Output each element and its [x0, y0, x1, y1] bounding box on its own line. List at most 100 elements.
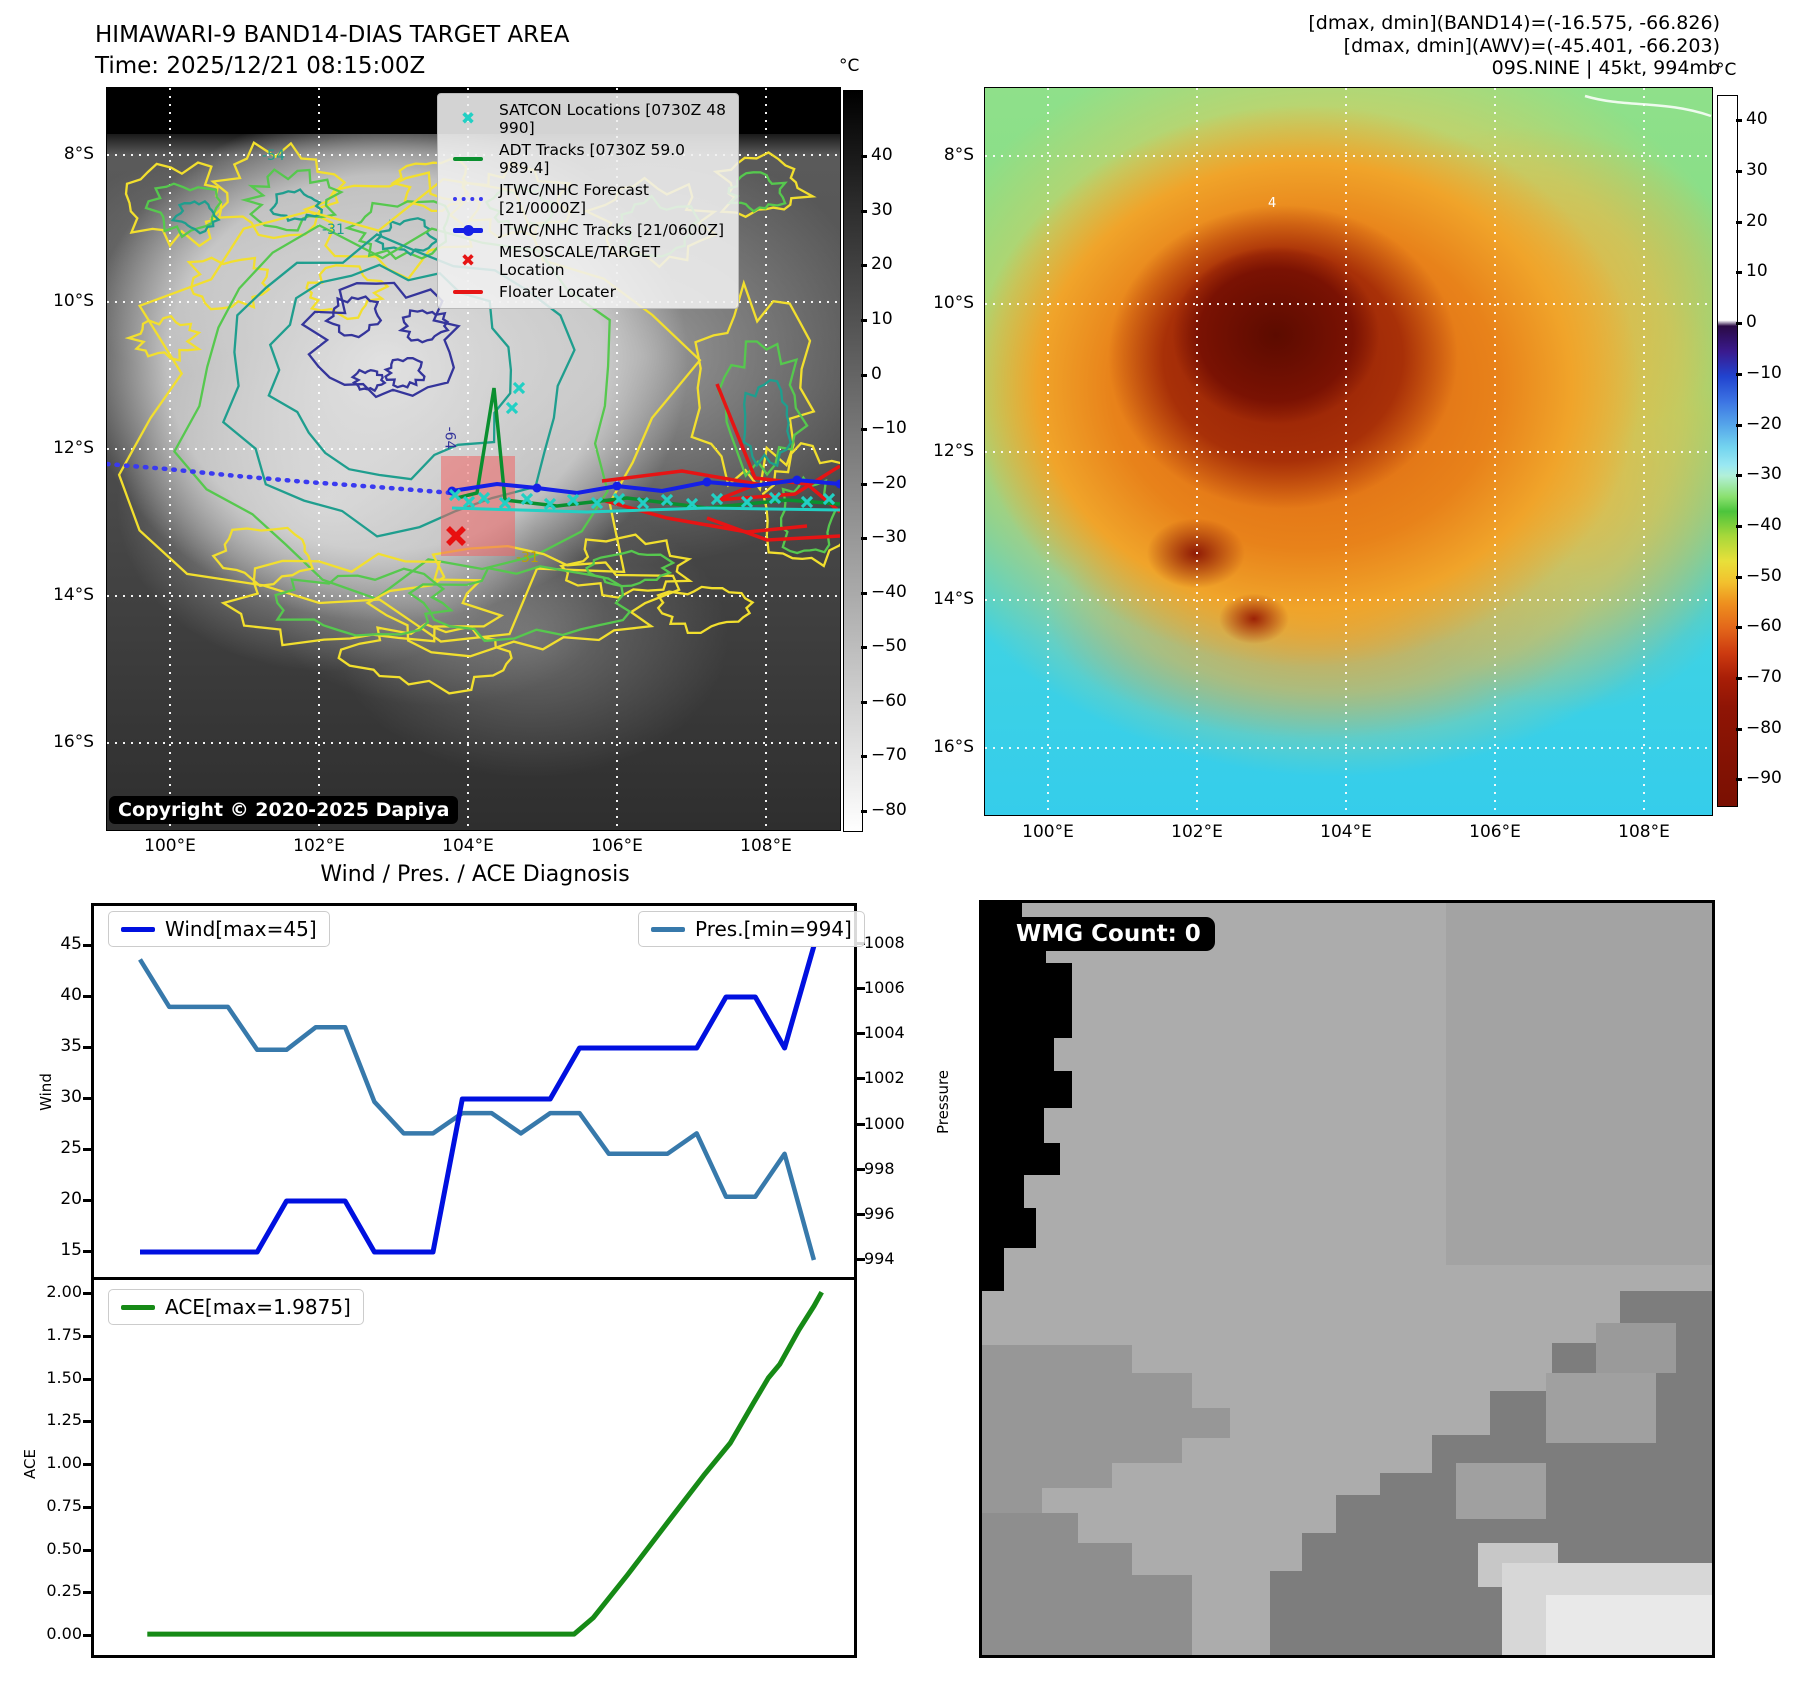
tick-mark — [1736, 778, 1742, 781]
ace-ytick: 1.25 — [46, 1410, 82, 1429]
awv-colorbar-tick: −40 — [1746, 515, 1782, 535]
tick-mark — [1736, 576, 1742, 579]
ace-ytick: 0.00 — [46, 1624, 82, 1643]
ace-chart — [91, 1277, 857, 1658]
band14-colorbar-tick: −80 — [871, 800, 907, 820]
contour-value-label: -64 — [441, 426, 458, 450]
dotted-icon — [446, 197, 490, 201]
tick-mark — [83, 1549, 91, 1552]
band14-colorbar-tick: −30 — [871, 527, 907, 547]
tick-mark — [83, 1634, 91, 1637]
awv-lat-label: 8°S — [943, 145, 974, 165]
tick-mark — [857, 1258, 865, 1261]
line-icon — [446, 289, 490, 295]
tick-mark — [1736, 728, 1742, 731]
wind-pressure-chart — [91, 903, 857, 1280]
copyright-badge: Copyright © 2020-2025 Dapiya — [109, 796, 459, 824]
awv-colorbar-tick: 0 — [1746, 312, 1757, 332]
band14-lat-label: 12°S — [53, 438, 94, 458]
tick-mark — [861, 810, 867, 813]
awv-contour-label: 4 — [1268, 196, 1277, 211]
tick-mark — [861, 646, 867, 649]
tick-mark — [1736, 119, 1742, 122]
tick-mark — [861, 701, 867, 704]
band14-colorbar-tick: 10 — [871, 309, 893, 329]
tick-mark — [861, 537, 867, 540]
pressure-axis-label: Pressure — [934, 1069, 952, 1135]
legend-item: ✖ SATCON Locations [0730Z 48 990] — [438, 99, 738, 139]
legend-item: ADT Tracks [0730Z 59.0 989.4] — [438, 139, 738, 179]
pressure-ytick: 1008 — [864, 933, 905, 952]
ace-plot — [147, 1290, 824, 1637]
contour-value-label: -31 — [322, 222, 345, 238]
ace-ytick: 1.00 — [46, 1453, 82, 1472]
tick-mark — [1736, 373, 1742, 376]
awv-colorbar-unit: °C — [1716, 60, 1737, 80]
tick-mark — [83, 995, 91, 998]
tick-mark — [83, 1506, 91, 1509]
awv-colorbar-tick: −70 — [1746, 667, 1782, 687]
awv-lat-label: 12°S — [933, 441, 974, 461]
awv-colorbar-tick: 30 — [1746, 160, 1768, 180]
band14-colorbar-tick: −10 — [871, 418, 907, 438]
band14-colorbar-tick: 40 — [871, 145, 893, 165]
wind-ytick: 40 — [60, 985, 82, 1005]
wind-legend-label: Wind[max=45] — [165, 917, 317, 941]
legend-item-label: JTWC/NHC Tracks [21/0600Z] — [499, 221, 725, 239]
tick-mark — [857, 1077, 865, 1080]
legend-item-label: Floater Locater — [499, 283, 616, 301]
band14-lon-label: 100°E — [144, 836, 196, 856]
band14-lat-label: 16°S — [53, 732, 94, 752]
awv-lon-label: 108°E — [1618, 822, 1670, 842]
tick-mark — [1736, 677, 1742, 680]
tick-mark — [83, 1250, 91, 1253]
tick-mark — [1736, 322, 1742, 325]
tick-mark — [1736, 525, 1742, 528]
tick-mark — [857, 1032, 865, 1035]
band14-colorbar-tick: −20 — [871, 473, 907, 493]
awv-colorbar-tick: −80 — [1746, 718, 1782, 738]
contour-value-label: -31 — [516, 550, 539, 566]
legend-item: Floater Locater — [438, 281, 738, 303]
wmg-panel: WMG Count: 0 — [979, 900, 1715, 1658]
legend-item: JTWC/NHC Tracks [21/0600Z] — [438, 219, 738, 241]
band14-title: HIMAWARI-9 BAND14-DIAS TARGET AREA — [95, 22, 570, 48]
awv-colorbar-tick: −60 — [1746, 616, 1782, 636]
wind-ytick: 20 — [60, 1189, 82, 1209]
awv-colorbar — [1717, 95, 1738, 807]
awv-header-block: [dmax, dmin](BAND14)=(-16.575, -66.826) … — [1000, 12, 1720, 80]
ace-ytick: 2.00 — [46, 1282, 82, 1301]
band14-colorbar-unit: °C — [839, 56, 860, 76]
band14-colorbar-tick: −50 — [871, 636, 907, 656]
wind-ytick: 30 — [60, 1087, 82, 1107]
tick-mark — [83, 1335, 91, 1338]
band14-lon-label: 104°E — [442, 836, 494, 856]
wmg-graphic — [982, 903, 1712, 1655]
legend-item: ✖ MESOSCALE/TARGET Location — [438, 241, 738, 281]
awv-colorbar-tick: −30 — [1746, 464, 1782, 484]
tick-mark — [83, 1148, 91, 1151]
tick-mark — [1736, 221, 1742, 224]
tick-mark — [857, 987, 865, 990]
band14-colorbar-tick: −40 — [871, 582, 907, 602]
meso-x-icon: ✖ — [460, 251, 476, 271]
pres-legend: Pres.[min=994] — [638, 911, 865, 947]
band14-lat-label: 8°S — [63, 144, 94, 164]
legend-item-label: JTWC/NHC Forecast [21/0000Z] — [499, 181, 649, 217]
pres-legend-label: Pres.[min=994] — [695, 917, 852, 941]
legend-item-label: MESOSCALE/TARGET Location — [499, 243, 661, 279]
tick-mark — [83, 1463, 91, 1466]
wind-legend: Wind[max=45] — [108, 911, 330, 947]
ace-legend: ACE[max=1.9875] — [108, 1289, 364, 1325]
pressure-ytick: 1006 — [864, 978, 905, 997]
band14-timestamp: Time: 2025/12/21 08:15:00Z — [95, 53, 426, 79]
ace-ytick: 0.75 — [46, 1496, 82, 1515]
tick-mark — [861, 210, 867, 213]
awv-lon-label: 106°E — [1469, 822, 1521, 842]
wind-ytick: 45 — [60, 934, 82, 954]
tick-mark — [861, 264, 867, 267]
tick-mark — [1736, 271, 1742, 274]
band14-colorbar — [843, 90, 863, 832]
awv-lat-label: 14°S — [933, 589, 974, 609]
